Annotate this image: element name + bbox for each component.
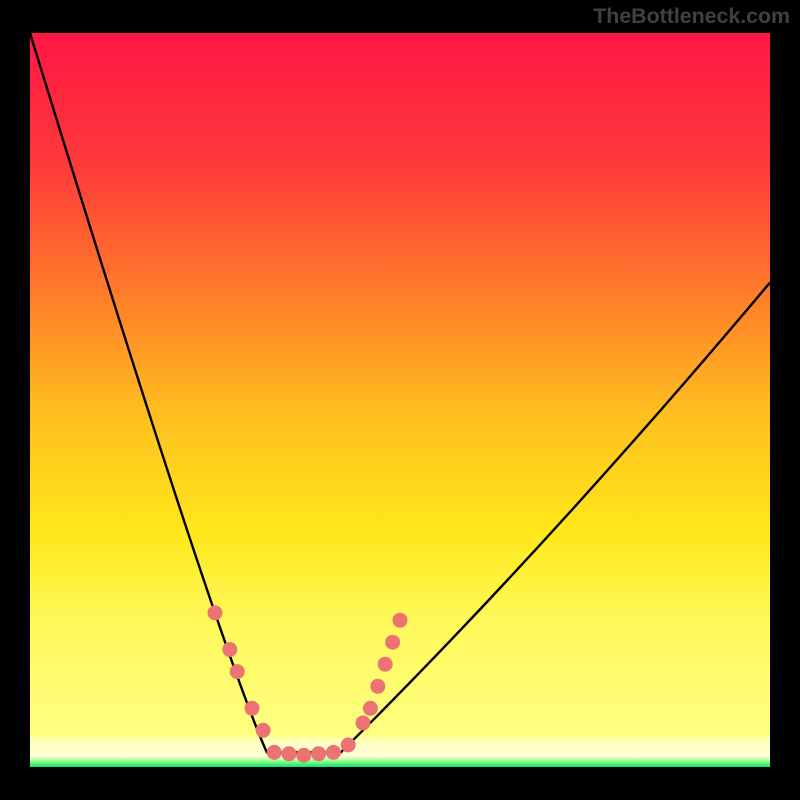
plot-background — [30, 33, 770, 767]
data-marker — [230, 665, 244, 679]
data-marker — [312, 747, 326, 761]
data-marker — [245, 701, 259, 715]
data-marker — [363, 701, 377, 715]
data-marker — [326, 745, 340, 759]
data-marker — [267, 745, 281, 759]
data-marker — [282, 747, 296, 761]
data-marker — [386, 635, 400, 649]
data-marker — [378, 657, 392, 671]
data-marker — [297, 748, 311, 762]
data-marker — [208, 606, 222, 620]
data-marker — [371, 679, 385, 693]
data-marker — [256, 723, 270, 737]
bottleneck-chart — [0, 0, 800, 800]
watermark-text: TheBottleneck.com — [593, 4, 790, 29]
chart-wrapper: TheBottleneck.com — [0, 0, 800, 800]
data-marker — [341, 738, 355, 752]
data-marker — [356, 716, 370, 730]
data-marker — [393, 613, 407, 627]
data-marker — [223, 643, 237, 657]
